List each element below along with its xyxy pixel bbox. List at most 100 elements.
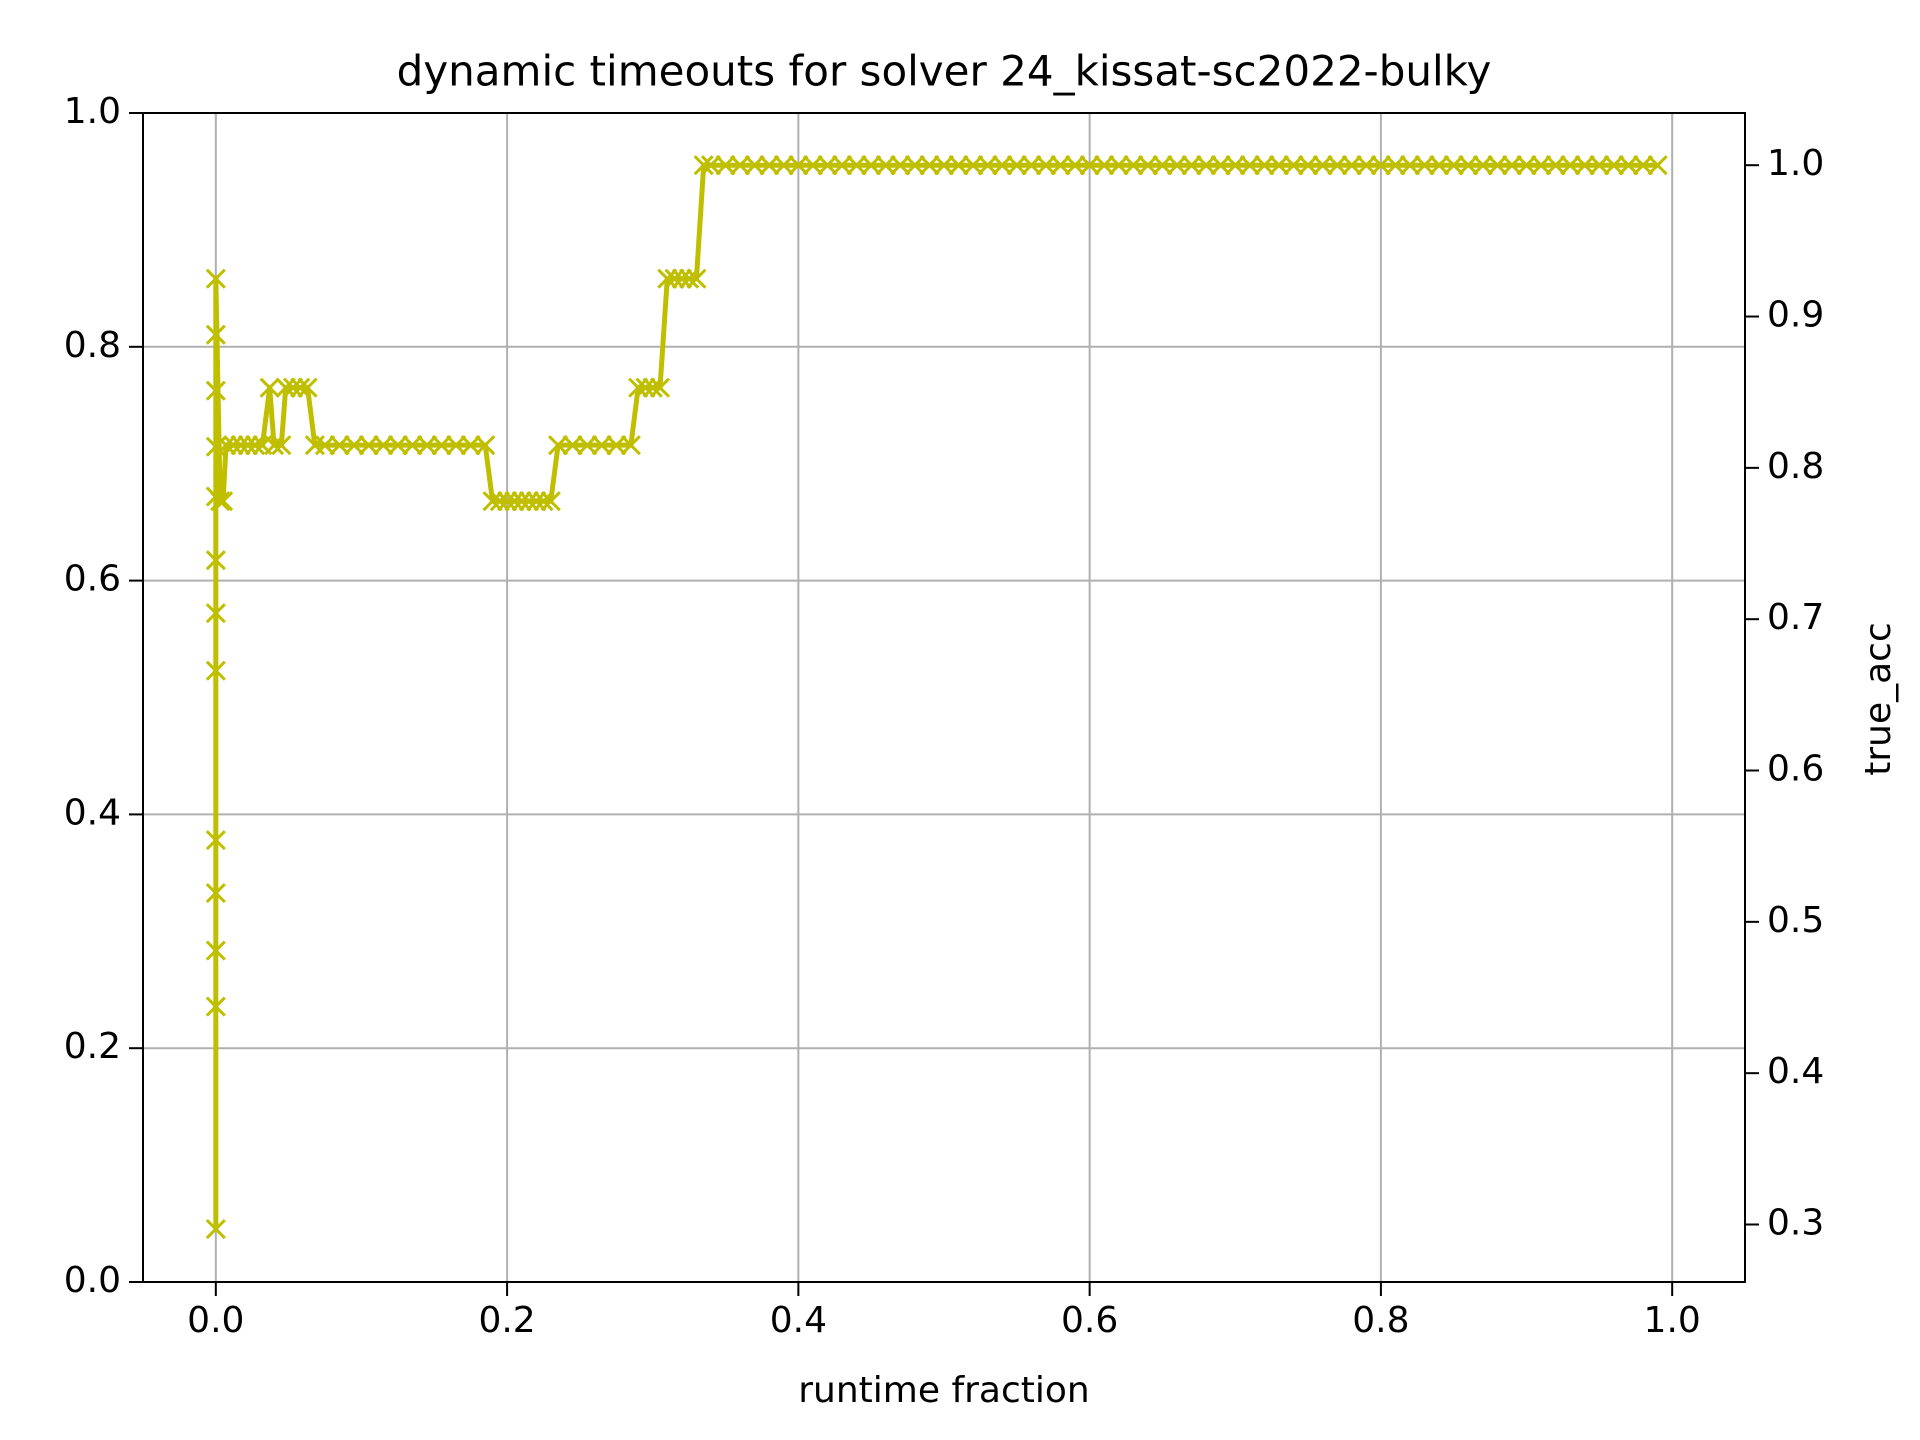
plot-frame <box>142 112 1746 1283</box>
marker <box>297 377 318 398</box>
marker <box>205 940 226 961</box>
marker <box>460 435 481 456</box>
x-tick-label: 0.2 <box>478 1300 535 1341</box>
marker <box>290 377 311 398</box>
marker <box>904 155 925 176</box>
marker <box>1196 155 1217 176</box>
marker <box>1166 155 1188 176</box>
marker <box>948 155 969 176</box>
marker <box>475 435 496 456</box>
y2-tick-label: 0.7 <box>1767 597 1824 638</box>
marker <box>686 268 707 289</box>
marker <box>1137 155 1158 176</box>
marker <box>205 883 226 904</box>
marker <box>1516 155 1537 176</box>
marker <box>518 491 539 512</box>
marker <box>237 435 258 456</box>
marker <box>1589 155 1610 176</box>
marker <box>744 155 765 176</box>
marker <box>1050 155 1071 176</box>
marker <box>919 155 940 176</box>
y2-axis-label: true_acc <box>1858 622 1899 776</box>
x-tick-label: 1.0 <box>1644 1300 1701 1341</box>
marker <box>205 660 226 681</box>
marker <box>416 435 438 456</box>
marker <box>1035 155 1057 176</box>
marker <box>1414 155 1435 176</box>
marker <box>548 435 569 456</box>
marker <box>1021 155 1042 176</box>
marker <box>344 435 365 456</box>
marker <box>497 491 518 512</box>
marker <box>620 435 641 456</box>
marker <box>213 491 234 512</box>
marker <box>664 268 685 289</box>
marker <box>1079 155 1100 176</box>
x-tick-label: 0.6 <box>1061 1300 1118 1341</box>
marker <box>402 435 423 456</box>
marker <box>205 324 226 345</box>
marker <box>649 377 671 398</box>
marker <box>1108 155 1129 176</box>
marker <box>817 155 838 176</box>
marker <box>205 1218 226 1240</box>
marker <box>489 491 510 512</box>
marker <box>1356 155 1377 176</box>
marker <box>1123 155 1144 176</box>
marker <box>831 155 853 176</box>
marker <box>759 155 780 176</box>
y-tick-label: 0.4 <box>64 792 121 833</box>
marker <box>642 377 663 398</box>
marker <box>773 155 794 176</box>
marker <box>205 268 226 289</box>
marker <box>210 491 231 512</box>
chart-title: dynamic timeouts for solver 24_kissat-sc… <box>397 47 1492 96</box>
marker <box>540 491 561 512</box>
marker <box>373 435 394 456</box>
marker <box>526 491 547 512</box>
marker <box>700 155 722 176</box>
x-tick-label: 0.0 <box>187 1300 244 1341</box>
marker <box>431 435 452 456</box>
marker <box>1472 155 1493 176</box>
marker <box>230 435 251 456</box>
marker <box>591 435 612 456</box>
x-tick-label: 0.8 <box>1352 1300 1409 1341</box>
marker <box>1647 155 1668 176</box>
marker <box>245 435 266 456</box>
marker <box>1312 155 1333 176</box>
y-tick-label: 0.8 <box>64 325 121 366</box>
marker <box>628 377 649 398</box>
marker <box>482 491 503 512</box>
marker <box>1429 155 1450 176</box>
marker <box>358 435 379 456</box>
marker <box>1065 155 1086 176</box>
y2-tick-label: 0.3 <box>1767 1202 1824 1243</box>
marker <box>1210 155 1231 176</box>
marker <box>1298 155 1319 176</box>
marker <box>1254 155 1275 176</box>
marker <box>1574 155 1595 176</box>
marker <box>992 155 1013 176</box>
marker <box>679 268 700 289</box>
marker <box>205 996 226 1017</box>
y-tick-label: 0.0 <box>64 1260 121 1301</box>
marker <box>215 435 237 456</box>
marker <box>693 155 714 176</box>
marker <box>875 155 896 176</box>
marker <box>1094 155 1115 176</box>
marker <box>1385 155 1406 176</box>
marker <box>715 155 736 176</box>
marker <box>205 830 226 851</box>
marker <box>635 377 656 398</box>
marker <box>577 435 598 456</box>
marker <box>1560 155 1581 176</box>
marker <box>271 435 292 456</box>
marker <box>275 377 296 398</box>
marker <box>1181 155 1202 176</box>
marker <box>264 435 285 456</box>
y-tick-label: 0.2 <box>64 1026 121 1067</box>
marker <box>788 155 809 176</box>
